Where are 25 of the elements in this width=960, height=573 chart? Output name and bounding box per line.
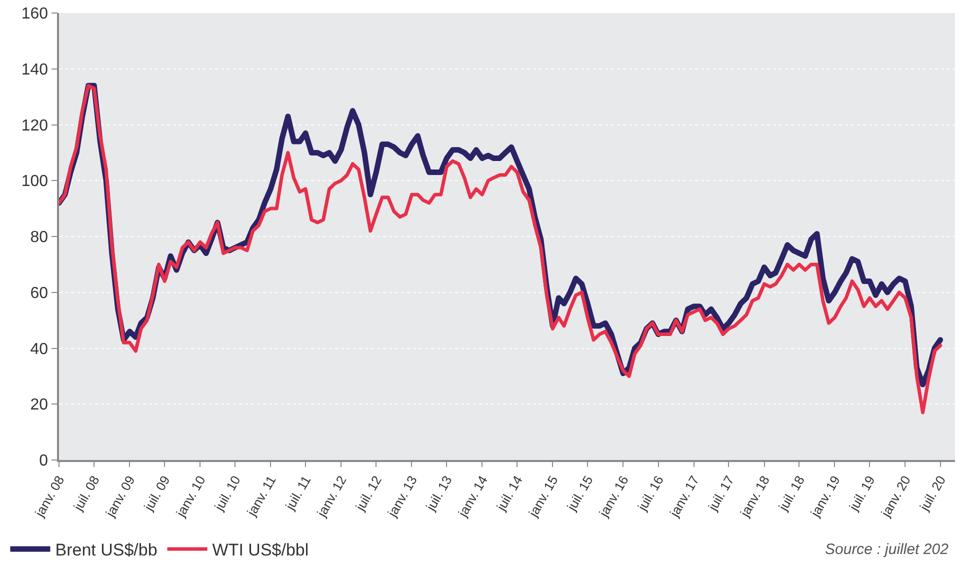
legend-label: Brent US$/bb — [55, 540, 158, 560]
source-note: Source : juillet 202 — [825, 541, 950, 558]
y-tick-label: 100 — [21, 173, 48, 190]
x-tick-label: juil. 13 — [422, 473, 455, 514]
y-tick-label: 40 — [30, 340, 48, 358]
y-tick-label: 160 — [21, 6, 48, 23]
x-tick-label: juil. 09 — [140, 473, 173, 514]
x-tick-label: juil. 16 — [634, 473, 666, 514]
x-tick-label: juil. 12 — [352, 473, 384, 514]
x-tick-label: juil. 17 — [704, 473, 737, 514]
y-tick-label: 20 — [30, 396, 48, 414]
x-tick-label: juil. 08 — [70, 473, 102, 514]
y-tick-label: 60 — [30, 284, 48, 302]
x-tick-label: juil. 15 — [564, 473, 596, 514]
y-tick-label: 120 — [21, 117, 48, 134]
y-tick-label: 80 — [30, 229, 48, 246]
y-tick-label: 0 — [39, 452, 48, 470]
x-tick-label: juil. 20 — [916, 473, 949, 514]
x-tick-label: juil. 14 — [493, 473, 526, 514]
x-tick-label: juil. 11 — [282, 473, 314, 514]
x-tick-label: juil. 10 — [211, 473, 244, 514]
x-tick-label: juil. 18 — [775, 473, 808, 514]
x-tick-label: juil. 19 — [846, 473, 878, 514]
legend-label: WTI US$/bbl — [212, 540, 309, 560]
y-tick-label: 140 — [21, 61, 48, 78]
